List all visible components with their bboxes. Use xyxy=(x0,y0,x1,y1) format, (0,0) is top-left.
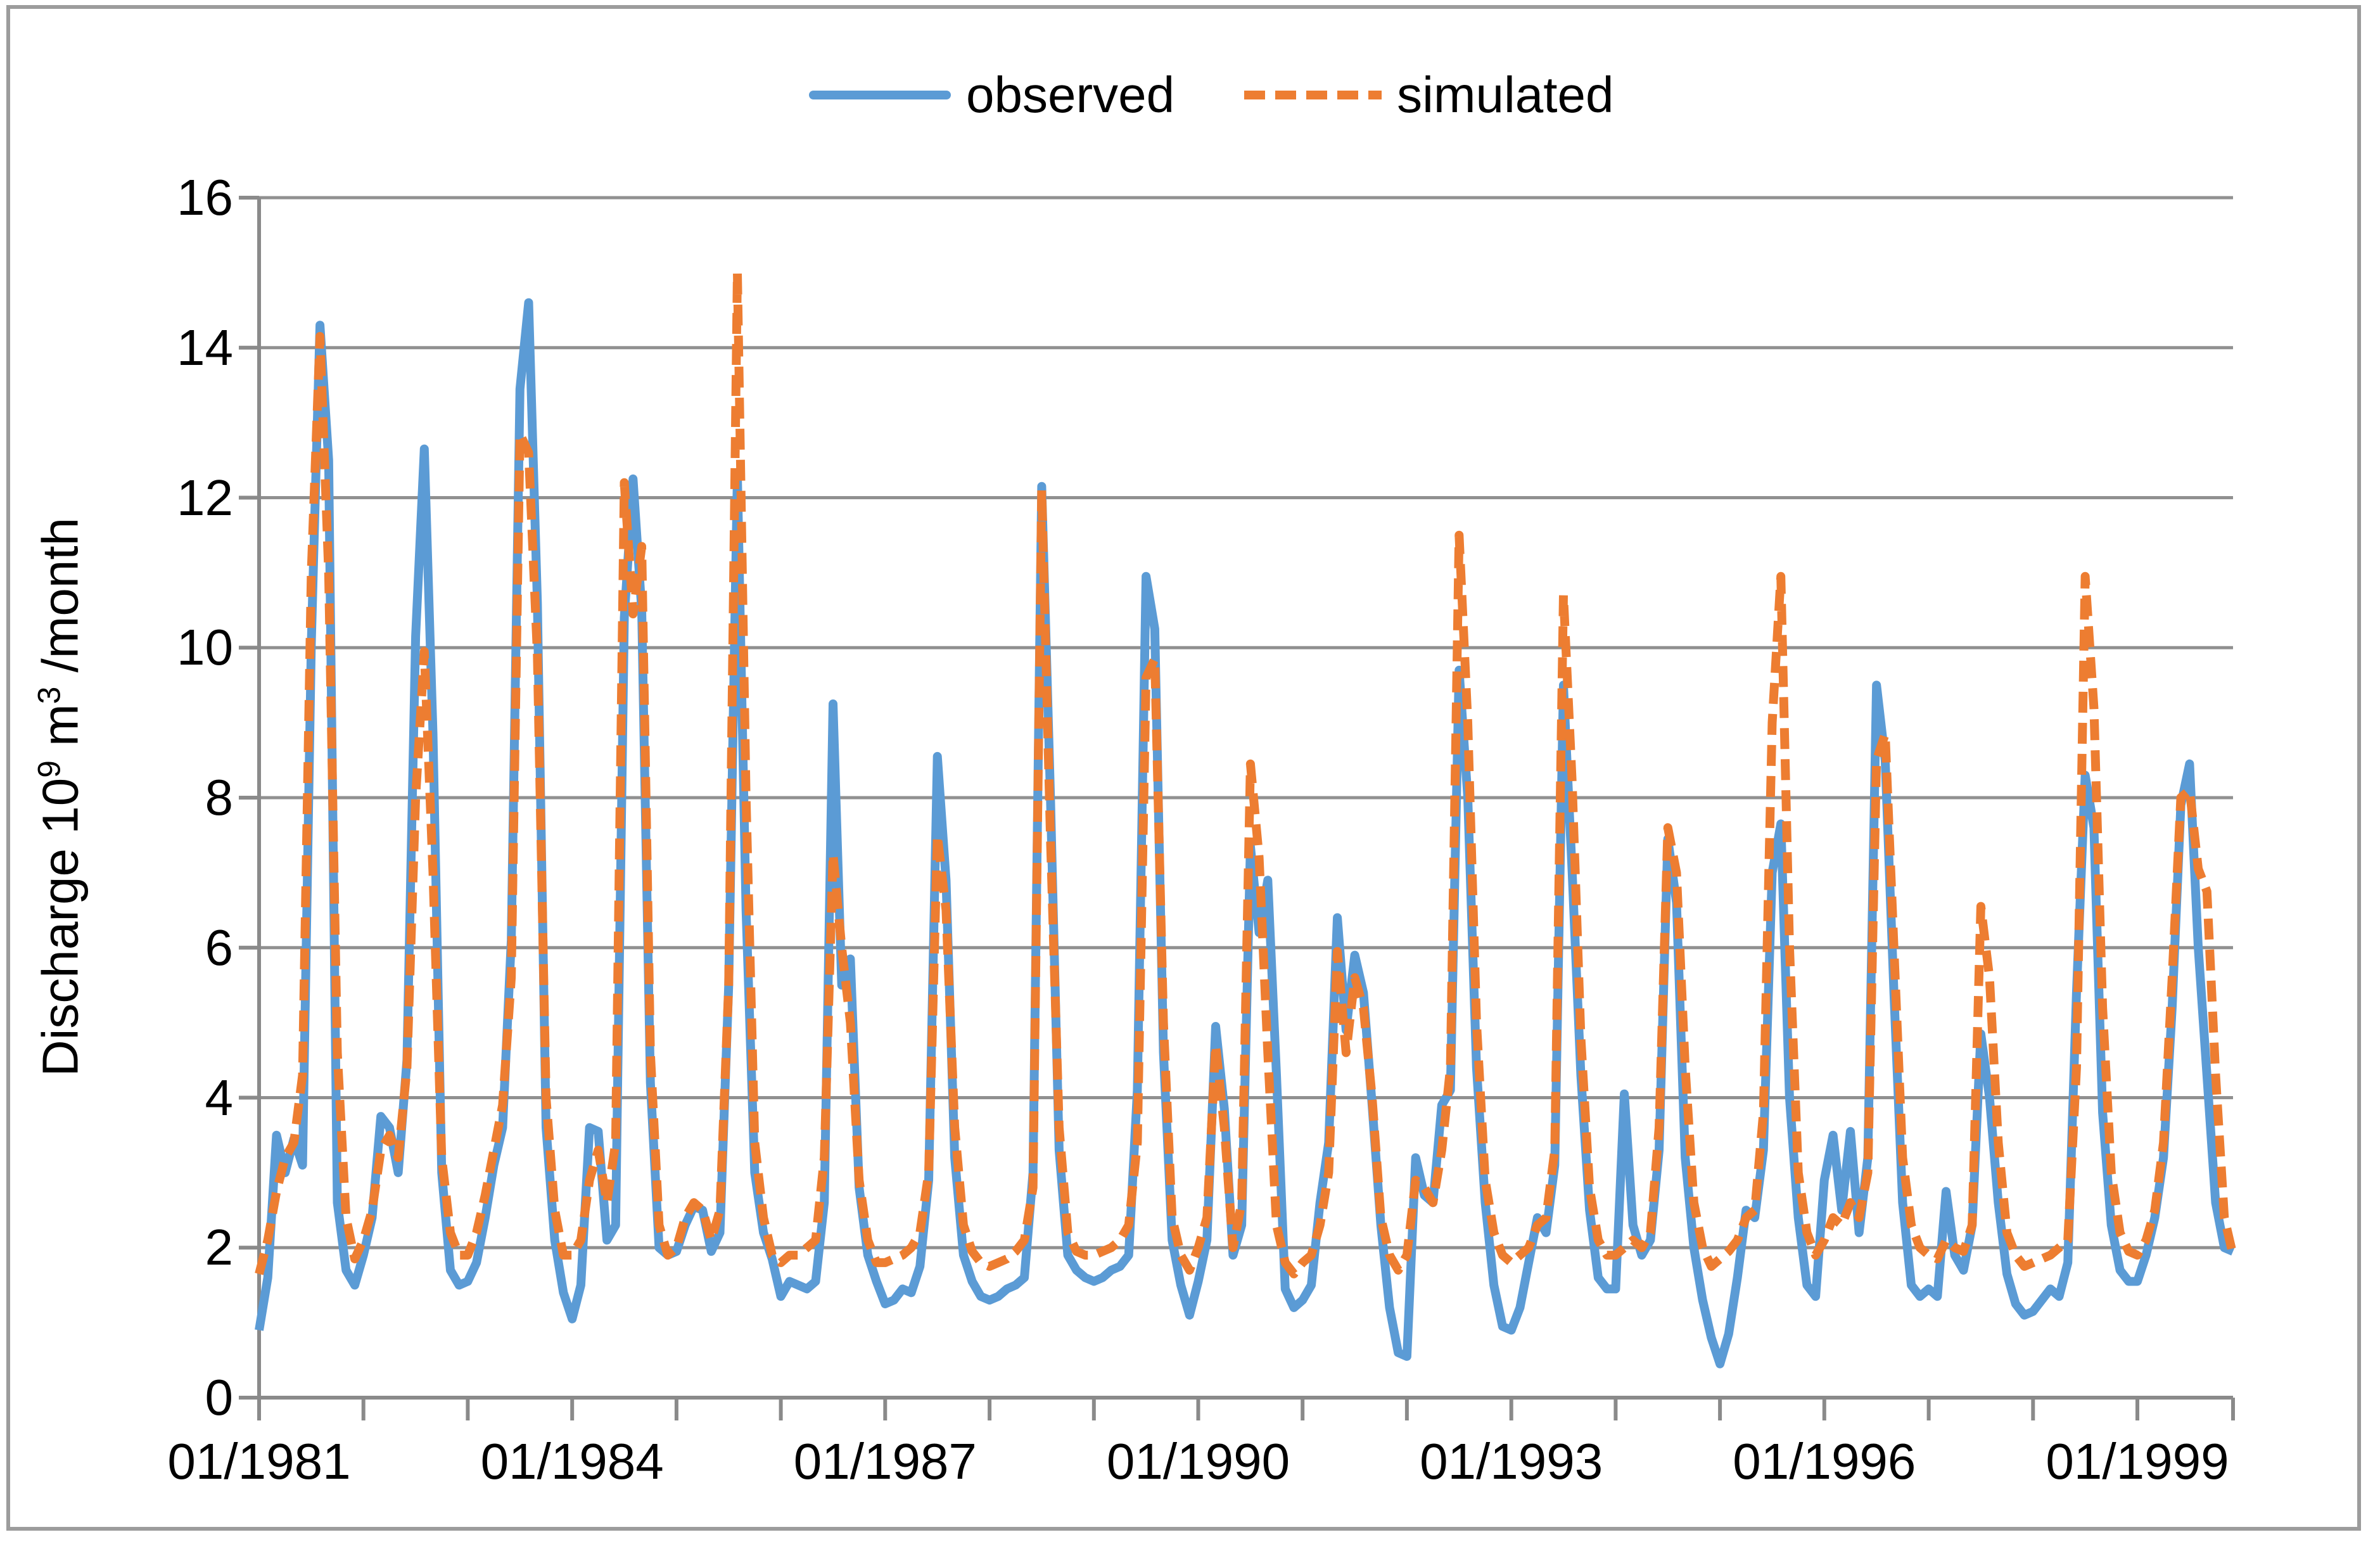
legend-label-observed: observed xyxy=(966,67,1175,123)
series-line-observed xyxy=(255,298,2235,1369)
chart-legend: observed simulated xyxy=(809,68,1614,122)
y-axis-tick-label: 10 xyxy=(177,619,233,676)
x-axis-tick-label: 01/1987 xyxy=(793,1433,977,1490)
y-axis-title-text: m xyxy=(32,704,89,761)
x-axis-tick-label: 01/1996 xyxy=(1733,1433,1916,1490)
legend-label-simulated: simulated xyxy=(1397,67,1614,123)
y-axis-title-exponent: 3 xyxy=(31,686,67,705)
y-axis-title-text: Discharge 10 xyxy=(32,777,89,1077)
y-axis-tick-label: 6 xyxy=(205,919,234,976)
y-axis-title: Discharge 109 m3 /month xyxy=(31,518,90,1076)
y-axis-tick-label: 8 xyxy=(205,769,234,826)
legend-item-simulated: simulated xyxy=(1244,67,1614,123)
simulated-line-sample-icon xyxy=(1244,91,1382,99)
x-axis-tick-label: 01/1984 xyxy=(480,1433,664,1490)
series-line-simulated xyxy=(255,268,2237,1279)
x-axis-tick-label: 01/1990 xyxy=(1106,1433,1290,1490)
x-axis-tick-label: 01/1981 xyxy=(167,1433,351,1490)
chart-figure-border xyxy=(6,5,2361,1531)
observed-line-sample-icon xyxy=(809,91,951,99)
y-axis-tick-label: 0 xyxy=(205,1369,234,1426)
x-axis-tick-label: 01/1993 xyxy=(1420,1433,1603,1490)
y-axis-tick-label: 2 xyxy=(205,1219,234,1276)
y-axis-tick-label: 4 xyxy=(205,1069,234,1126)
y-axis-title-exponent: 9 xyxy=(31,760,67,778)
y-axis-tick-label: 14 xyxy=(177,319,233,376)
y-axis-tick-label: 16 xyxy=(177,169,233,226)
x-axis-tick-label: 01/1999 xyxy=(2046,1433,2229,1490)
legend-item-observed: observed xyxy=(809,68,1174,122)
y-axis-title-text: /month xyxy=(32,517,89,687)
y-axis-tick-label: 12 xyxy=(177,469,233,526)
